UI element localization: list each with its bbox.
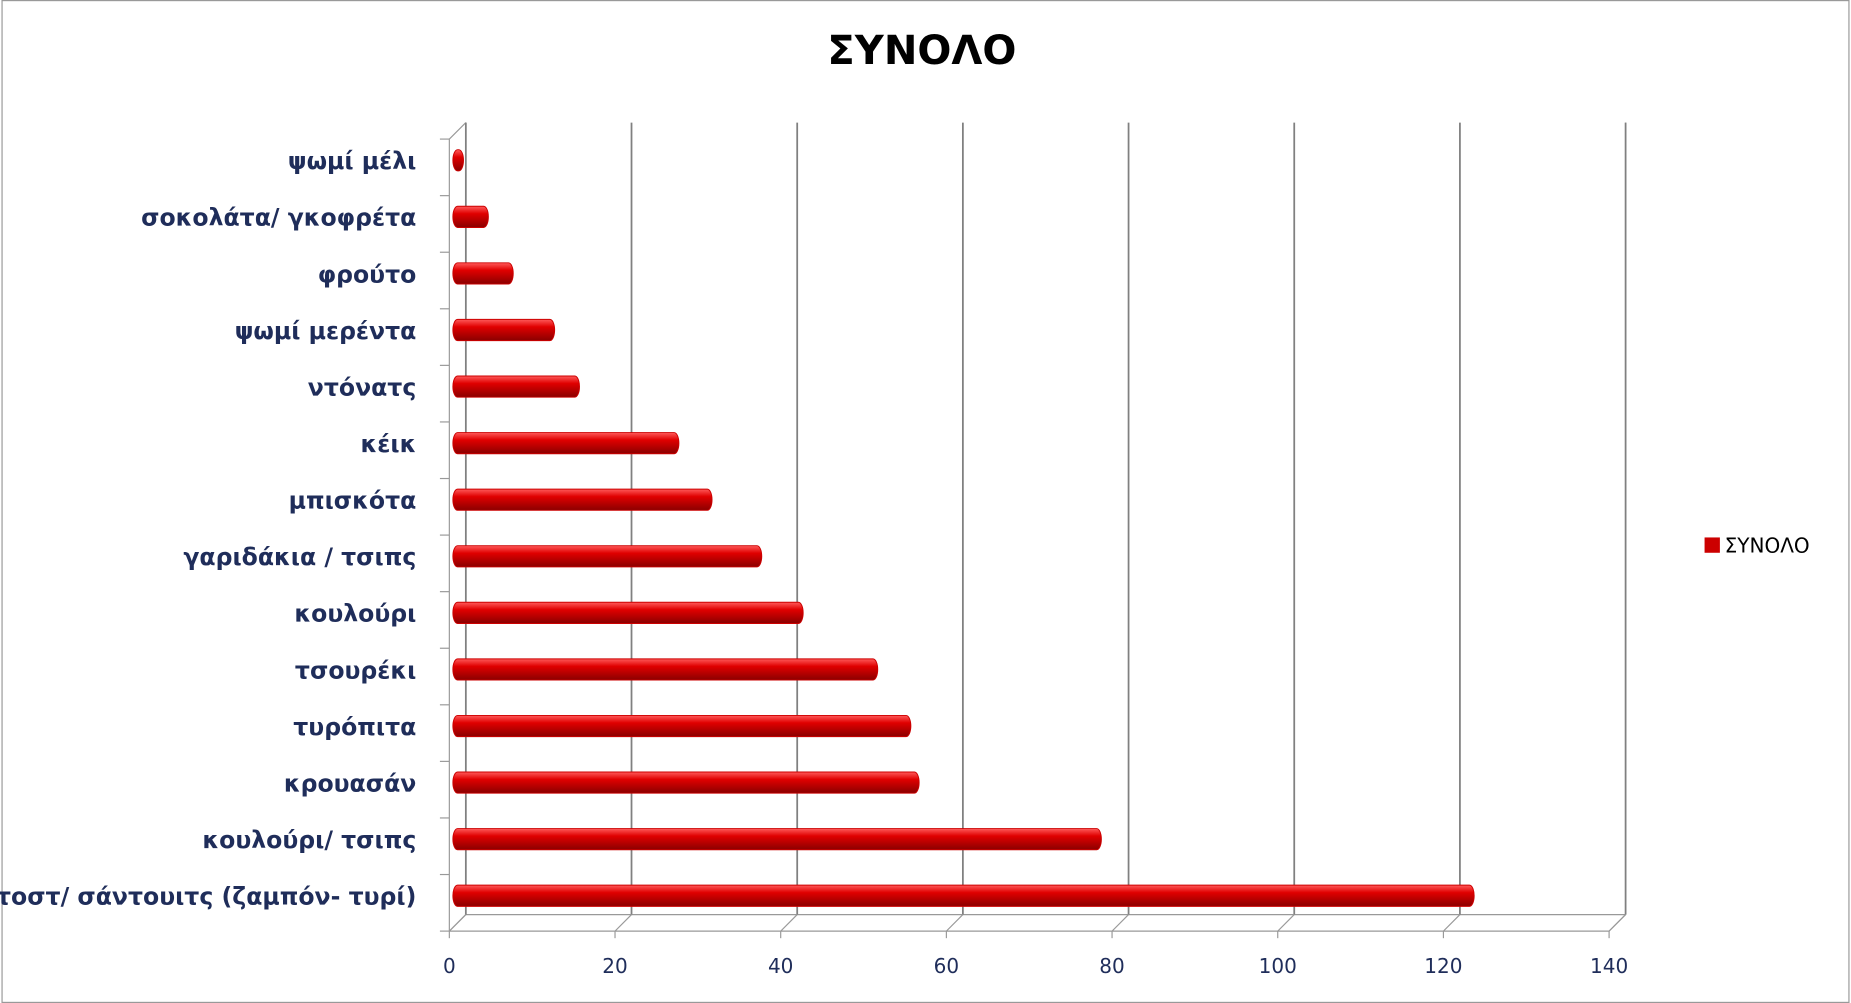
bar xyxy=(452,601,804,624)
floor-line xyxy=(1608,914,1627,932)
legend-label: ΣΥΝΟΛΟ xyxy=(1725,533,1810,557)
bar xyxy=(452,771,920,794)
category-label: τσουρέκι xyxy=(295,656,416,684)
x-tick-label: 40 xyxy=(768,954,793,978)
bar xyxy=(452,884,1475,907)
bar xyxy=(452,488,713,511)
category-label: τυρόπιτα xyxy=(293,713,416,741)
bar xyxy=(452,262,514,285)
category-label: φρούτο xyxy=(318,260,417,288)
bar xyxy=(452,149,464,172)
x-tick-label: 0 xyxy=(443,954,456,978)
category-label: κουλούρι xyxy=(294,600,416,628)
bar xyxy=(452,375,580,398)
category-label: ντόνατς xyxy=(308,373,417,401)
floor-line xyxy=(780,914,798,932)
category-label: τοστ/ σάντουιτς (ζαμπόν- τυρί) xyxy=(0,883,416,911)
x-tick-label: 140 xyxy=(1590,954,1628,978)
category-label: κουλούρι/ τσιπς xyxy=(202,826,416,854)
x-tick-label: 80 xyxy=(1099,954,1124,978)
floor-line xyxy=(448,914,467,932)
bar xyxy=(452,205,489,228)
x-tick-label: 120 xyxy=(1424,954,1462,978)
category-label: ψωμί μέλι xyxy=(288,147,416,175)
bar xyxy=(452,714,912,738)
bar xyxy=(452,318,556,342)
x-tick-label: 60 xyxy=(934,954,959,978)
legend-swatch xyxy=(1704,537,1720,553)
floor-line xyxy=(1111,914,1129,932)
category-label: κέικ xyxy=(361,430,417,458)
x-tick-label: 100 xyxy=(1259,954,1297,978)
category-label: μπισκότα xyxy=(289,487,417,515)
chart-title: ΣΥΝΟΛΟ xyxy=(827,28,1016,74)
floor-line xyxy=(1277,914,1295,932)
category-label: σοκολάτα/ γκοφρέτα xyxy=(141,204,416,232)
category-label: κρουασάν xyxy=(284,769,416,797)
category-label: γαριδάκια / τσιπς xyxy=(183,543,416,571)
floor-line xyxy=(1442,914,1461,932)
category-label: ψωμί μερέντα xyxy=(235,317,417,345)
bar xyxy=(452,432,680,455)
bar xyxy=(452,545,763,568)
x-tick-label: 20 xyxy=(602,954,627,978)
bar xyxy=(452,828,1102,851)
bar xyxy=(452,658,879,681)
floor-line xyxy=(614,914,632,932)
floor-line xyxy=(945,914,964,932)
